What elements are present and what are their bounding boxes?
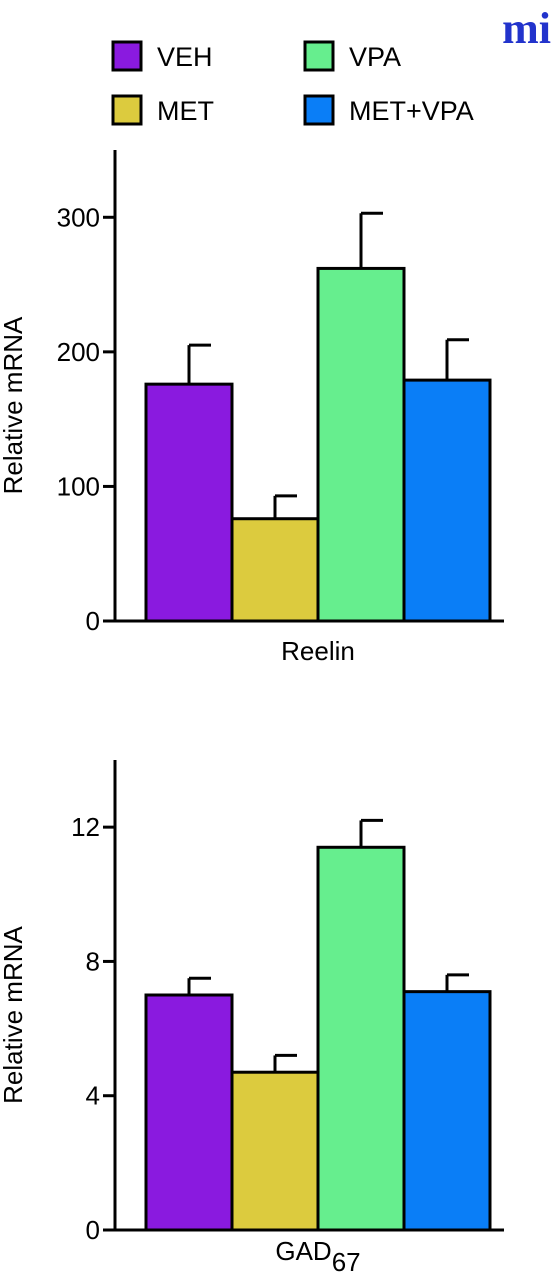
y-axis-label: Relative mRNA	[0, 316, 28, 494]
legend-label-3: MET+VPA	[349, 96, 474, 126]
y-tick-label-2: 200	[57, 337, 100, 367]
logo-text: mi	[502, 4, 551, 53]
x-axis-label-main: GAD	[275, 1236, 331, 1266]
x-axis-label-main: Reelin	[281, 636, 355, 666]
chart-gad67: 0 4 8 12 Relative mRNA GAD67	[0, 760, 504, 1277]
x-axis-label: Reelin	[281, 636, 355, 666]
legend-swatch-0	[111, 40, 143, 72]
legend-swatch-2	[111, 94, 143, 126]
bar-vpa	[316, 266, 406, 623]
y-tick-label-0: 0	[86, 606, 100, 636]
legend-label-1: VPA	[349, 42, 401, 72]
bar-veh	[144, 382, 234, 623]
bar-met	[230, 517, 320, 623]
y-axis-label: Relative mRNA	[0, 925, 28, 1103]
x-axis-label: GAD67	[275, 1236, 360, 1277]
y-tick-label-2: 8	[86, 946, 100, 976]
bar-met-vpa	[402, 990, 492, 1232]
y-tick-label-3: 12	[71, 812, 100, 842]
bar-met-vpa	[402, 378, 492, 623]
y-tick-label-0: 0	[86, 1215, 100, 1245]
legend-label-2: MET	[157, 96, 214, 126]
legend-swatch-3	[303, 94, 335, 126]
y-tick-label-3: 300	[57, 202, 100, 232]
legend-swatch-1	[303, 40, 335, 72]
y-tick-label-1: 4	[86, 1081, 100, 1111]
legend-label-0: VEH	[157, 42, 213, 72]
chart-reelin: 0 100 200 300 Relative mRNA Reelin	[0, 150, 504, 666]
bar-veh	[144, 993, 234, 1232]
legend: VEH VPA MET MET+VPA	[111, 40, 474, 126]
bar-met	[230, 1070, 320, 1232]
y-tick-label-1: 100	[57, 471, 100, 501]
bar-vpa	[316, 845, 406, 1232]
x-axis-label-subscript: 67	[332, 1247, 361, 1277]
